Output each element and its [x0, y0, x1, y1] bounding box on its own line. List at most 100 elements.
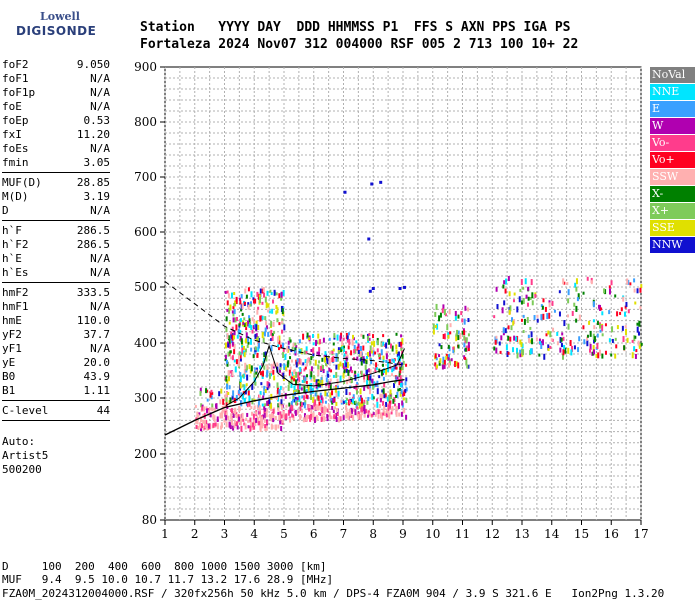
echo-point	[401, 353, 404, 359]
y-tick-label: 400	[134, 336, 157, 350]
echo-point	[326, 392, 329, 397]
echo-point	[598, 349, 601, 356]
param-value: 11.20	[76, 128, 110, 141]
x-tick-label: 10	[425, 527, 440, 541]
echo-point	[240, 392, 243, 397]
echo-point	[505, 278, 508, 285]
echo-point	[342, 349, 345, 353]
echo-point	[268, 372, 271, 379]
echo-point	[639, 287, 642, 293]
echo-point	[317, 369, 320, 376]
param-name: B1	[2, 384, 16, 397]
echo-point	[319, 400, 322, 404]
y-tick-label: 700	[134, 170, 157, 184]
echo-point	[631, 352, 634, 359]
echo-point	[232, 312, 235, 317]
echo-point	[264, 351, 267, 356]
echo-point	[516, 306, 519, 313]
echo-point	[529, 297, 532, 301]
echo-point	[520, 341, 523, 347]
echo-point	[309, 383, 312, 390]
echo-point	[608, 285, 611, 289]
echo-point	[224, 394, 227, 401]
echo-point	[283, 324, 286, 331]
param-row: B1 1.11	[2, 384, 110, 398]
file-info-footer: FZA0M_2024312004000.RSF / 320fx256h 50 k…	[2, 587, 665, 600]
echo-point	[365, 360, 368, 365]
echo-point	[434, 325, 437, 329]
echo-point	[322, 337, 325, 343]
echo-point	[603, 288, 606, 294]
echo-point	[287, 340, 290, 345]
echo-point	[582, 291, 585, 295]
echo-point	[219, 412, 222, 419]
echo-point	[206, 389, 209, 393]
echo-point	[300, 409, 303, 413]
echo-point	[382, 400, 385, 406]
echo-point	[339, 361, 342, 367]
echo-point	[236, 425, 239, 430]
echo-point	[444, 333, 447, 340]
echo-point	[345, 412, 348, 419]
echo-point	[401, 400, 404, 406]
echo-point	[263, 365, 266, 370]
echo-point	[386, 396, 389, 402]
y-tick-label: 600	[134, 225, 157, 239]
echo-point	[271, 413, 274, 418]
echo-point	[258, 394, 261, 399]
echo-point	[321, 365, 324, 372]
echo-point	[290, 377, 293, 384]
echo-point	[356, 406, 359, 410]
echo-point	[346, 335, 349, 342]
echo-point	[226, 333, 229, 340]
param-value: N/A	[90, 204, 110, 217]
echo-point	[245, 365, 248, 371]
echo-point	[519, 288, 522, 292]
echo-point	[232, 425, 235, 431]
echo-point	[248, 315, 251, 319]
echo-point	[257, 342, 260, 349]
echo-point	[450, 358, 453, 362]
echo-point	[403, 407, 406, 413]
echo-point	[314, 392, 317, 397]
echo-point	[510, 325, 513, 331]
param-value: N/A	[90, 142, 110, 155]
echo-point	[257, 421, 260, 426]
echo-point	[438, 360, 441, 366]
echo-point	[335, 413, 338, 420]
echo-point	[201, 423, 204, 429]
echo-point	[373, 340, 376, 347]
param-value: 110.0	[76, 314, 110, 327]
echo-point	[342, 415, 345, 421]
echo-point	[400, 377, 403, 381]
echo-point	[310, 371, 313, 378]
echo-point	[233, 302, 236, 306]
echo-point	[233, 335, 236, 340]
x-tick-label: 15	[574, 527, 589, 541]
echo-point	[382, 369, 385, 376]
echo-point	[599, 323, 602, 329]
echo-point	[326, 380, 329, 385]
param-name: hmE	[2, 314, 22, 327]
autoscaling-info: Auto: Artist5 500200	[2, 435, 110, 477]
echo-point	[626, 337, 629, 343]
echo-point	[566, 282, 569, 286]
x-tick-label: 12	[485, 527, 500, 541]
echo-point	[225, 391, 228, 398]
echo-point	[551, 300, 554, 306]
echo-point	[526, 302, 529, 307]
echo-point	[255, 411, 258, 415]
echo-point	[586, 334, 589, 338]
echo-point	[495, 347, 498, 354]
echo-point	[317, 395, 320, 400]
echo-point	[530, 279, 533, 286]
echo-point	[199, 390, 202, 396]
echo-point	[335, 408, 338, 413]
echo-point	[507, 276, 510, 282]
echo-point	[457, 362, 460, 369]
echo-point	[563, 345, 566, 351]
echo-point	[226, 383, 229, 390]
echo-point	[596, 333, 599, 338]
echo-point	[277, 403, 280, 410]
echo-point	[306, 332, 309, 338]
